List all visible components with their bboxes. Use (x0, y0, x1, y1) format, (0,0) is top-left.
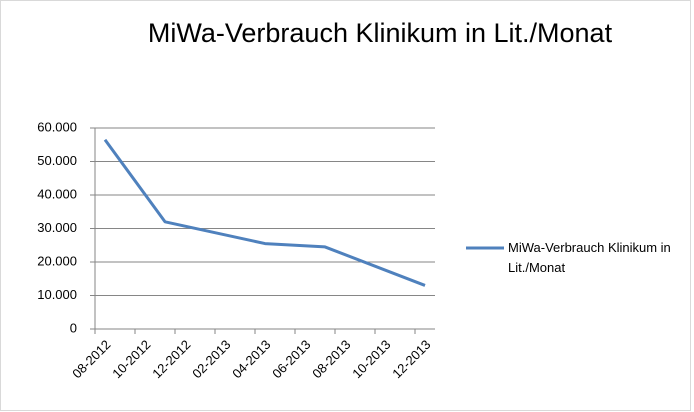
legend-label: MiWa-Verbrauch Klinikum in Lit./Monat (508, 240, 671, 275)
chart-title: MiWa-Verbrauch Klinikum in Lit./Monat (147, 18, 613, 48)
y-tick-label: 0 (70, 320, 77, 335)
y-tick-label: 60.000 (37, 119, 77, 134)
y-tick-label: 50.000 (37, 153, 77, 168)
y-tick-label: 10.000 (37, 287, 77, 302)
y-tick-label: 40.000 (37, 186, 77, 201)
y-tick-label: 20.000 (37, 253, 77, 268)
data-line (103, 138, 426, 287)
y-tick-label: 30.000 (37, 220, 77, 235)
